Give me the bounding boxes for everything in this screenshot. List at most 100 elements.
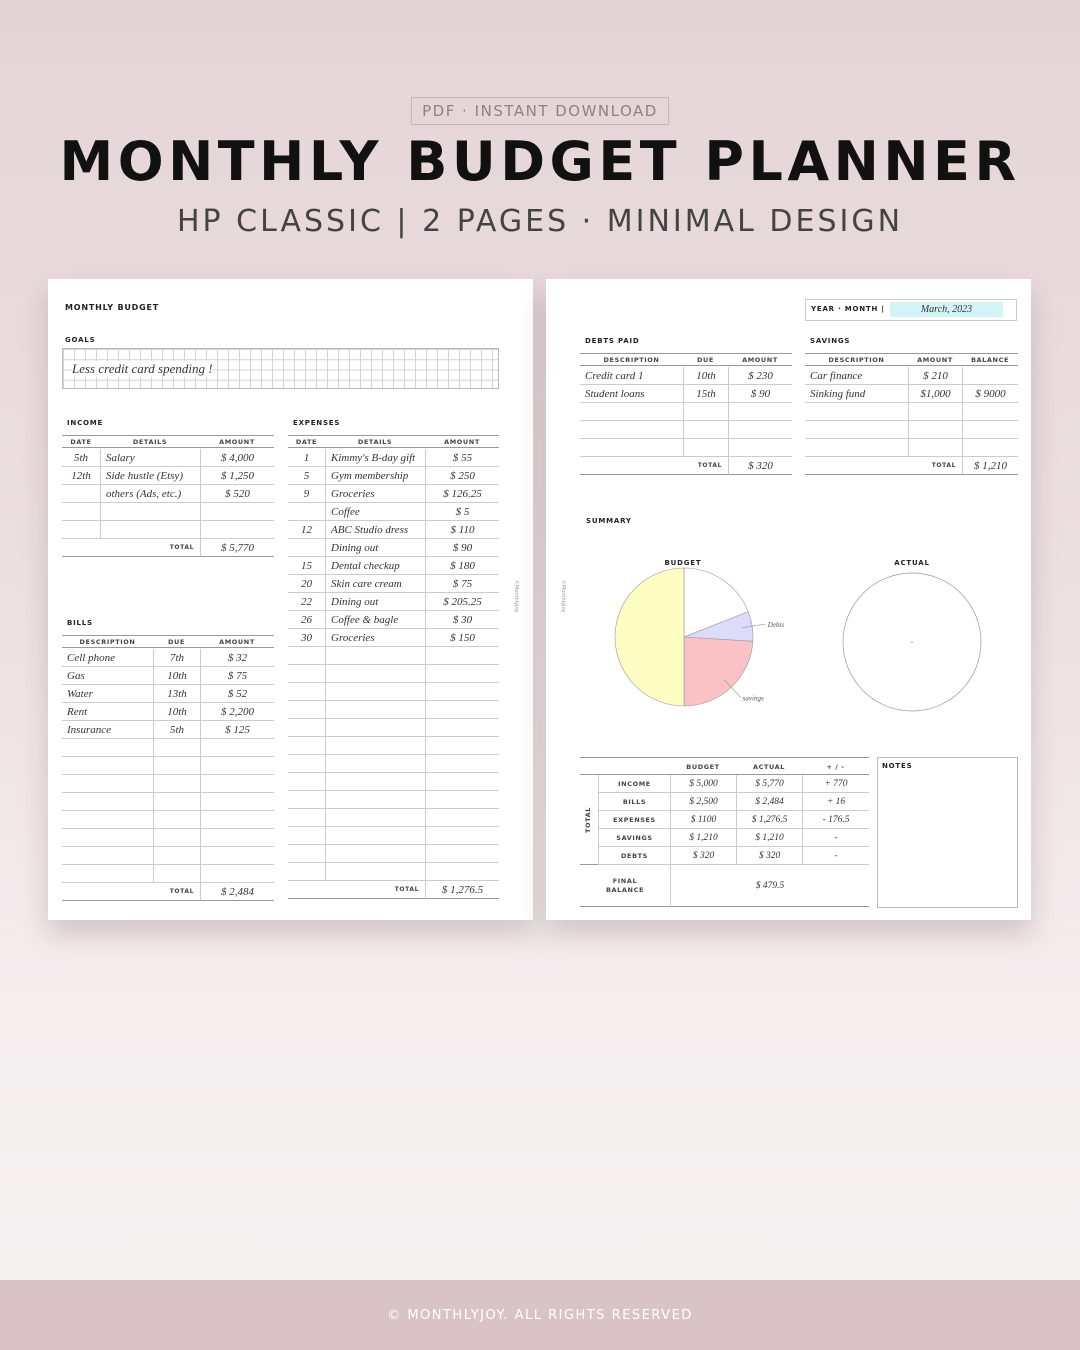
year-month-value: March, 2023 bbox=[890, 302, 1003, 317]
section-label: SAVINGS bbox=[810, 337, 851, 345]
footer-text: © MONTHLYJOY. ALL RIGHTS RESERVED bbox=[387, 1308, 693, 1323]
empty-cell bbox=[580, 421, 683, 439]
total-value: $ 5,770 bbox=[200, 539, 274, 557]
cell: Coffee bbox=[325, 503, 425, 521]
cell: $ 320 bbox=[736, 847, 802, 865]
empty-cell bbox=[153, 775, 200, 793]
empty-cell bbox=[425, 701, 499, 719]
cell: $ 210 bbox=[908, 367, 962, 385]
cell: 15th bbox=[683, 385, 728, 403]
empty-cell bbox=[288, 791, 325, 809]
cell: $ 110 bbox=[425, 521, 499, 539]
empty-cell bbox=[288, 809, 325, 827]
cell: 5 bbox=[288, 467, 325, 485]
cell: $ 4,000 bbox=[200, 449, 274, 467]
cell: Cell phone bbox=[62, 649, 153, 667]
empty-cell bbox=[153, 829, 200, 847]
empty-cell bbox=[325, 809, 425, 827]
cell: $ 2,200 bbox=[200, 703, 274, 721]
header-cell: AMOUNT bbox=[728, 353, 792, 366]
empty-cell bbox=[425, 647, 499, 665]
row-label: BILLS bbox=[598, 793, 670, 811]
cell: $ 205.25 bbox=[425, 593, 499, 611]
cell: Rent bbox=[62, 703, 153, 721]
cell: - 176.5 bbox=[802, 811, 869, 829]
empty-cell bbox=[683, 439, 728, 457]
spine-mark: ©MonthlyJoy bbox=[560, 580, 566, 613]
cell: $ 1100 bbox=[670, 811, 736, 829]
empty-cell bbox=[62, 757, 153, 775]
empty-cell bbox=[153, 739, 200, 757]
empty-cell bbox=[325, 647, 425, 665]
cell: 26 bbox=[288, 611, 325, 629]
header-cell: + / - bbox=[802, 757, 869, 775]
empty-cell bbox=[200, 775, 274, 793]
empty-cell bbox=[325, 827, 425, 845]
header-cell: DUE bbox=[153, 635, 200, 648]
spine-mark: ©MonthlyJoy bbox=[513, 580, 519, 613]
cell: $ 5 bbox=[425, 503, 499, 521]
empty-cell bbox=[425, 719, 499, 737]
cell: 10th bbox=[153, 703, 200, 721]
empty-cell bbox=[200, 847, 274, 865]
empty-cell bbox=[288, 863, 325, 881]
empty-cell bbox=[200, 865, 274, 883]
row-label: DEBTS bbox=[598, 847, 670, 865]
empty-cell bbox=[325, 791, 425, 809]
empty-cell bbox=[100, 503, 200, 521]
cell: $ 520 bbox=[200, 485, 274, 503]
total-label: TOTAL bbox=[805, 457, 962, 475]
cell: $ 1,210 bbox=[670, 829, 736, 847]
cell: ABC Studio dress bbox=[325, 521, 425, 539]
empty-cell bbox=[200, 521, 274, 539]
empty-cell bbox=[425, 863, 499, 881]
total-value: $ 320 bbox=[728, 457, 792, 475]
cell: 10th bbox=[153, 667, 200, 685]
empty-cell bbox=[62, 503, 100, 521]
cell: + 16 bbox=[802, 793, 869, 811]
total-value: $ 1,210 bbox=[962, 457, 1018, 475]
empty-cell bbox=[153, 865, 200, 883]
cell: $ 55 bbox=[425, 449, 499, 467]
cell: Gym membership bbox=[325, 467, 425, 485]
empty-cell bbox=[153, 811, 200, 829]
section-label: EXPENSES bbox=[293, 419, 341, 427]
cell: 20 bbox=[288, 575, 325, 593]
cell: $ 2,484 bbox=[736, 793, 802, 811]
notes-box bbox=[877, 757, 1018, 908]
cell: $ 75 bbox=[425, 575, 499, 593]
header-cell: AMOUNT bbox=[200, 635, 274, 648]
cell: 1 bbox=[288, 449, 325, 467]
empty-cell bbox=[200, 503, 274, 521]
empty-cell bbox=[325, 719, 425, 737]
empty-cell bbox=[728, 439, 792, 457]
row-label: EXPENSES bbox=[598, 811, 670, 829]
empty-cell bbox=[62, 521, 100, 539]
cell: 15 bbox=[288, 557, 325, 575]
header-cell: DATE bbox=[62, 435, 100, 448]
empty-cell bbox=[425, 737, 499, 755]
page-title: MONTHLY BUDGET bbox=[65, 303, 159, 312]
section-label: BILLS bbox=[67, 619, 93, 627]
empty-cell bbox=[908, 439, 962, 457]
cell: Insurance bbox=[62, 721, 153, 739]
footer-band bbox=[0, 1280, 1080, 1350]
cell: $ 5,770 bbox=[736, 775, 802, 793]
cell: - bbox=[802, 847, 869, 865]
empty-cell bbox=[62, 865, 153, 883]
header-cell: DETAILS bbox=[325, 435, 425, 448]
section-label: DEBTS PAID bbox=[585, 337, 640, 345]
header-cell: DESCRIPTION bbox=[805, 353, 908, 366]
empty-cell bbox=[962, 403, 1018, 421]
empty-cell bbox=[805, 439, 908, 457]
header-cell-blank bbox=[580, 757, 670, 775]
cell: Groceries bbox=[325, 629, 425, 647]
empty-cell bbox=[325, 683, 425, 701]
cell: $ 150 bbox=[425, 629, 499, 647]
empty-cell bbox=[200, 811, 274, 829]
empty-cell bbox=[288, 845, 325, 863]
empty-cell bbox=[325, 737, 425, 755]
empty-cell bbox=[325, 755, 425, 773]
empty-cell bbox=[62, 739, 153, 757]
cell: $ 75 bbox=[200, 667, 274, 685]
